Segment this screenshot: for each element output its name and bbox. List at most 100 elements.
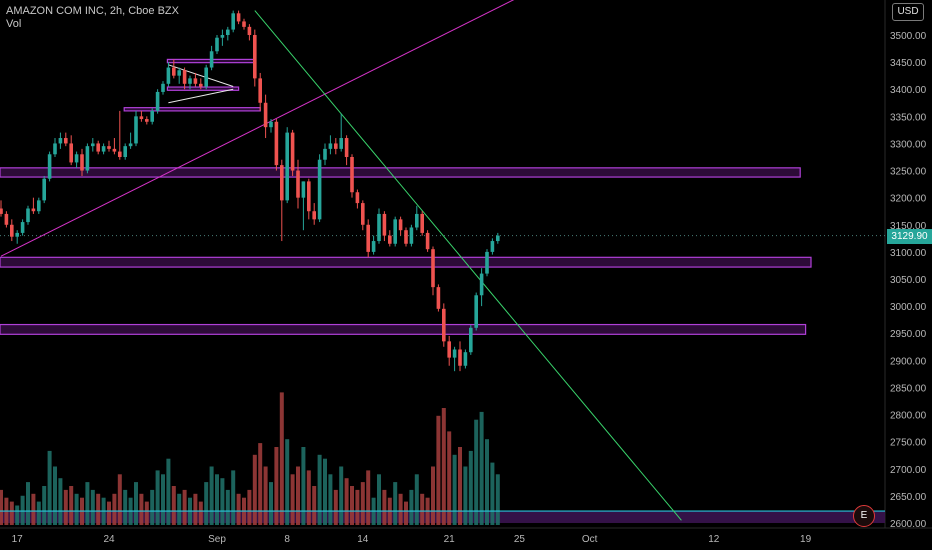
candle	[193, 78, 198, 84]
candle	[80, 154, 84, 171]
candle	[290, 132, 295, 171]
candle	[447, 341, 451, 358]
candle	[15, 232, 19, 237]
volume-bar	[69, 486, 74, 525]
volume-bar	[404, 501, 408, 525]
volume-bar	[312, 486, 317, 525]
earnings-icon[interactable]: E	[853, 505, 875, 527]
candle	[398, 219, 403, 231]
volume-bar	[382, 489, 387, 525]
volume-bar	[231, 470, 236, 525]
candle	[220, 35, 225, 38]
time-tick-label: 14	[357, 534, 369, 545]
candle	[123, 146, 127, 157]
volume-bar	[117, 474, 122, 525]
time-tick-label: 12	[708, 534, 720, 545]
candle	[377, 213, 381, 242]
volume-bar	[36, 501, 41, 525]
candle	[371, 241, 376, 252]
candle	[409, 227, 414, 244]
volume-bar	[436, 415, 441, 525]
volume-bar	[150, 489, 155, 525]
price-tick-label: 2750.00	[890, 438, 927, 449]
volume-bar	[209, 466, 214, 525]
volume-bar	[42, 486, 47, 525]
candle	[155, 91, 160, 111]
candle	[496, 235, 500, 242]
candle	[91, 143, 95, 147]
candle	[150, 110, 154, 122]
volume-bar	[452, 454, 457, 525]
volume-bar	[263, 466, 268, 525]
last-price-label: 3129.90	[887, 228, 932, 244]
volume-bar	[198, 501, 203, 525]
volume-bar	[171, 486, 176, 525]
time-tick-label: 25	[514, 534, 526, 545]
volume-bar	[166, 458, 171, 525]
price-tick-label: 3450.00	[890, 58, 927, 69]
volume-bar	[134, 482, 138, 525]
volume-bar	[431, 466, 435, 525]
candle	[436, 287, 441, 309]
volume-bar	[144, 501, 149, 525]
support-zone	[0, 323, 807, 335]
volume-bar	[495, 474, 500, 525]
volume-bar	[458, 447, 462, 525]
volume-bar	[339, 466, 344, 525]
candle	[20, 222, 25, 233]
time-tick-label: 21	[444, 534, 456, 545]
candle	[458, 349, 462, 366]
candle	[64, 138, 68, 144]
trendline-rising	[0, 0, 515, 257]
volume-bar	[26, 482, 30, 525]
volume-bar	[15, 505, 20, 525]
candle	[177, 70, 181, 76]
candle	[247, 26, 252, 35]
candle	[420, 213, 424, 233]
volume-bar	[204, 482, 209, 525]
volume-bar	[306, 470, 311, 525]
volume-bar	[193, 493, 198, 525]
candle	[474, 295, 478, 328]
candle	[226, 29, 230, 35]
volume-bar	[479, 411, 484, 525]
time-tick-label: Oct	[582, 534, 598, 545]
candle	[10, 224, 14, 237]
volume-bar	[474, 419, 479, 525]
chart-legend: AMAZON COM INC, 2h, Cboe BZX Vol	[6, 5, 179, 31]
candle	[258, 78, 262, 103]
candle	[263, 102, 268, 128]
candle	[323, 148, 327, 160]
candle	[85, 146, 90, 171]
volume-bar	[317, 454, 322, 525]
candle	[361, 203, 365, 225]
volume-bar	[328, 474, 333, 525]
volume-bar	[468, 450, 473, 525]
candle	[42, 178, 46, 201]
candle	[128, 143, 133, 147]
candle	[209, 51, 214, 68]
time-tick-label: 19	[800, 534, 812, 545]
candle	[415, 213, 419, 228]
candle	[37, 200, 41, 212]
candle	[328, 143, 333, 149]
symbol-title: AMAZON COM INC, 2h, Cboe BZX	[6, 5, 179, 17]
candle	[134, 116, 138, 144]
candle	[199, 83, 203, 87]
support-zone	[0, 167, 801, 178]
currency-button[interactable]: USD	[892, 3, 924, 21]
price-tick-label: 2700.00	[890, 465, 927, 476]
candle	[101, 146, 106, 152]
volume-bar	[398, 493, 403, 525]
volume-bar	[485, 439, 489, 525]
candle	[182, 70, 187, 84]
candle	[339, 138, 343, 149]
volume-bar	[350, 486, 354, 525]
volume-bar	[296, 466, 300, 525]
volume-bar	[182, 489, 187, 525]
volume-bar	[301, 447, 306, 525]
volume-bar	[155, 470, 160, 525]
price-tick-label: 3000.00	[890, 302, 927, 313]
candle	[366, 224, 370, 252]
